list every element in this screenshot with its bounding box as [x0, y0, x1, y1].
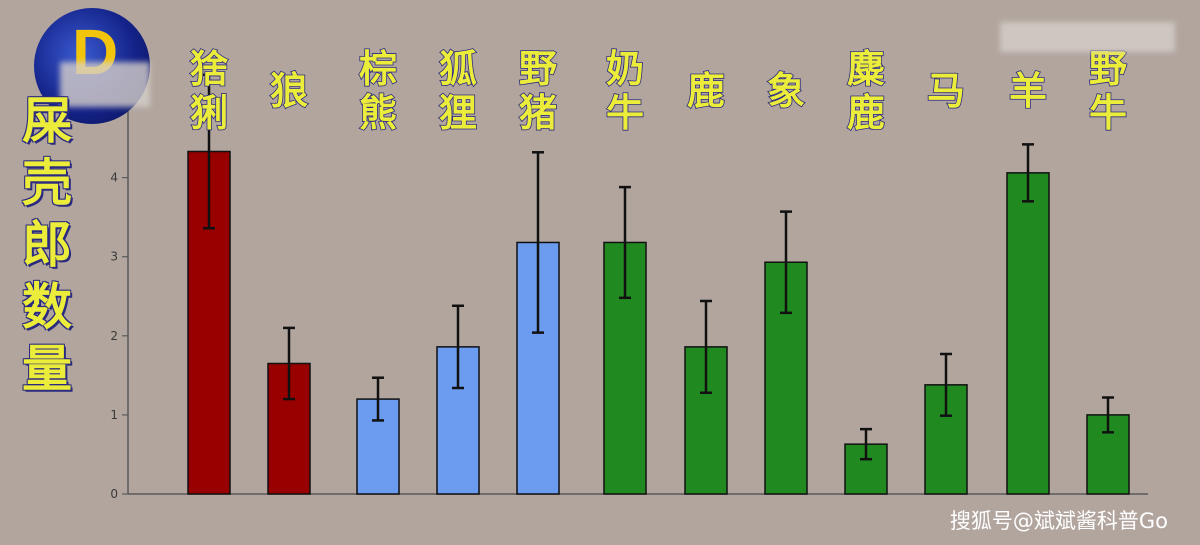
blurred-logo-text — [60, 62, 150, 107]
bar-10 — [1006, 172, 1050, 495]
category-label-7: 象 — [767, 68, 805, 113]
category-label-2: 棕熊 — [359, 46, 397, 135]
category-label-6: 鹿 — [687, 68, 725, 113]
category-label-9: 马 — [927, 68, 965, 113]
category-label-3: 狐狸 — [439, 46, 477, 135]
category-label-0: 猞猁 — [190, 46, 228, 135]
y-tick-label-4: 4 — [110, 171, 118, 185]
category-label-11: 野牛 — [1089, 46, 1127, 135]
y-tick-label-1: 1 — [110, 408, 118, 422]
y-tick-label-2: 2 — [110, 329, 118, 343]
category-label-8: 麋鹿 — [847, 46, 885, 135]
category-label-1: 狼 — [270, 68, 308, 113]
blurred-corner-text — [1000, 22, 1175, 52]
category-label-10: 羊 — [1009, 68, 1047, 113]
category-label-4: 野猪 — [519, 46, 557, 135]
watermark-text: 搜狐号@斌斌酱科普Go — [949, 509, 1168, 533]
y-tick-label-0: 0 — [110, 487, 118, 501]
category-label-5: 奶牛 — [606, 46, 644, 135]
y-tick-label-3: 3 — [110, 250, 118, 264]
